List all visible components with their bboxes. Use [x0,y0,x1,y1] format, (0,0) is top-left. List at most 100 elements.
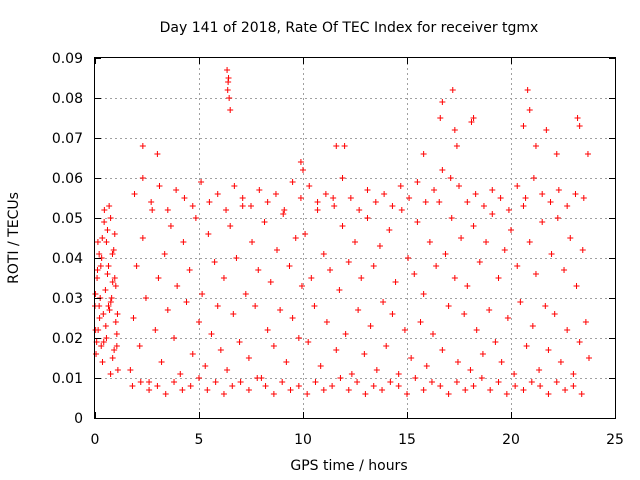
data-point [341,143,348,149]
x-tick-label: 15 [398,432,416,448]
data-point [476,259,483,265]
data-point [97,263,104,269]
data-point [433,263,440,269]
data-point [272,191,279,197]
data-point [356,207,363,213]
data-point [149,207,156,213]
data-point [355,307,362,313]
data-point [364,215,371,221]
data-point [92,291,99,297]
data-point [94,267,101,273]
data-point [512,383,519,389]
data-point [395,371,402,377]
data-point [133,263,140,269]
data-point [229,383,236,389]
data-point [539,191,546,197]
data-point [543,127,550,133]
data-point [389,311,396,317]
data-point [524,87,531,93]
data-point [104,227,111,233]
data-point [584,151,591,157]
data-point [317,363,324,369]
data-point [256,187,263,193]
data-point [523,343,530,349]
data-point [206,199,213,205]
data-point [545,391,552,397]
data-point [231,183,238,189]
x-tick-label: 10 [294,432,312,448]
data-point [297,159,304,165]
data-point [167,223,174,229]
data-point [573,283,580,289]
data-point [297,195,304,201]
data-point [354,379,361,385]
data-point [487,387,494,393]
data-point [495,379,502,385]
data-point [532,143,539,149]
data-point [532,271,539,277]
data-point [204,387,211,393]
data-point [131,191,138,197]
data-point [526,239,533,245]
data-point [100,339,107,345]
axis-ticks [95,58,616,419]
data-point [112,319,119,325]
data-point [347,195,354,201]
data-point [439,167,446,173]
data-point [281,207,288,213]
data-point [189,203,196,209]
y-tick-label: 0.04 [52,251,83,267]
data-point [245,387,252,393]
data-point [274,247,280,253]
data-point [342,331,349,337]
data-point [104,271,111,277]
data-point [139,143,146,149]
data-point [526,107,533,113]
data-point [129,383,136,389]
data-point [470,223,477,229]
data-point [564,327,571,333]
data-point [329,383,336,389]
data-point [113,331,120,337]
data-point [574,115,581,121]
data-point [101,219,108,225]
data-point [223,207,230,213]
data-point [292,235,299,241]
data-point [445,391,452,397]
data-point [480,203,487,209]
data-point [171,379,178,385]
data-point [537,383,544,389]
data-point [189,351,196,357]
x-tick-label: 0 [91,432,100,448]
data-point [102,287,109,293]
data-point [136,343,143,349]
data-point [164,307,171,313]
data-point [478,375,485,381]
data-point [106,203,113,209]
y-tick-label: 0.06 [52,171,83,187]
data-point [358,275,365,281]
data-point [412,375,419,381]
data-point [498,359,505,365]
data-point [504,315,511,321]
data-point [406,195,413,201]
data-point [208,331,215,337]
data-point [161,251,168,257]
data-point [417,319,424,325]
data-point [107,299,114,305]
data-point [380,299,387,305]
data-point [373,367,380,373]
data-point [255,267,262,273]
data-point [430,331,436,337]
data-point [376,243,383,249]
data-point [361,351,368,357]
data-point [522,195,529,201]
y-tick-label: 0.05 [52,211,83,227]
data-point [224,87,231,93]
data-point [173,187,180,193]
data-point [127,367,134,373]
data-point [451,275,458,281]
data-point [156,183,163,189]
data-point [183,299,190,305]
